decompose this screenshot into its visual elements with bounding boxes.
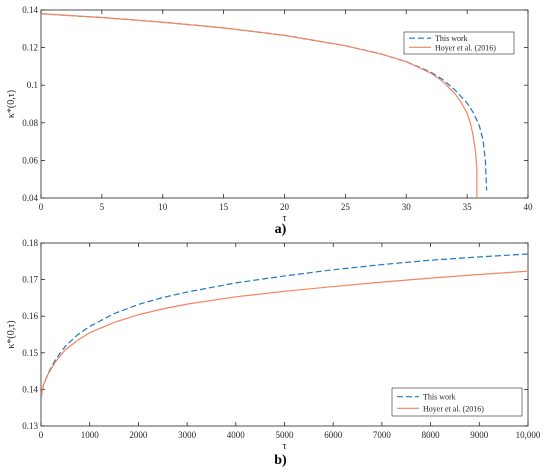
x-tick-label: 15 — [219, 202, 229, 212]
x-tick-label: 9000 — [470, 430, 489, 440]
y-tick-label: 0.14 — [22, 384, 38, 394]
y-tick-label: 0.18 — [22, 238, 38, 248]
series-line-this-work — [41, 253, 528, 399]
y-tick-label: 0.13 — [22, 421, 38, 431]
x-tick-label: 0 — [39, 202, 44, 212]
x-tick-label: 40 — [524, 202, 534, 212]
series-line-hoyer — [41, 270, 528, 397]
panel-label: a) — [275, 222, 287, 237]
panel-label: b) — [274, 453, 287, 468]
x-tick-label: 0 — [39, 430, 44, 440]
y-tick-label: 0.08 — [22, 118, 38, 128]
x-tick-label: 1000 — [81, 430, 100, 440]
x-axis-label: τ — [282, 213, 286, 224]
legend: This work Hoyer et al. (2016) — [391, 387, 523, 417]
x-tick-label: 8000 — [422, 430, 441, 440]
x-tick-label: 30 — [402, 202, 412, 212]
legend-box — [391, 387, 523, 417]
legend-box — [403, 31, 515, 55]
legend-entry: Hoyer et al. (2016) — [423, 404, 484, 413]
x-tick-label: 10 — [158, 202, 168, 212]
x-tick-label: 2000 — [129, 430, 148, 440]
y-tick-label: 0.04 — [22, 193, 38, 203]
y-tick-label: 0.14 — [22, 5, 38, 15]
x-axis-label: τ — [282, 441, 286, 452]
x-tick-label: 35 — [463, 202, 473, 212]
legend-entry: This work — [423, 393, 456, 402]
x-tick-label: 5 — [100, 202, 105, 212]
x-tick-label: 5000 — [276, 430, 295, 440]
y-tick-label: 0.06 — [22, 155, 38, 165]
x-tick-label: 4000 — [227, 430, 246, 440]
y-axis-label: κ*(0,τ) — [6, 320, 17, 348]
x-tick-label: 3000 — [178, 430, 197, 440]
panel-b: 0 1000 2000 3000 4000 5000 6000 7000 8000 9000 10,… — [6, 238, 541, 468]
y-tick-label: 0.1 — [27, 80, 38, 90]
y-tick-label: 0.16 — [22, 311, 38, 321]
x-tick-label: 6000 — [324, 430, 343, 440]
x-tick-label: 10,000 — [516, 430, 541, 440]
y-tick-label: 0.17 — [22, 275, 38, 285]
panel-a: 0 5 10 15 20 25 30 35 40 0.04 0.06 0.08 0.1 0.12 0.14 τ… — [6, 5, 533, 237]
x-tick-label: 20 — [280, 202, 290, 212]
series-line-hoyer — [41, 13, 478, 198]
y-tick-label: 0.12 — [22, 43, 38, 53]
x-tick-label: 7000 — [373, 430, 392, 440]
y-tick-label: 0.15 — [22, 348, 38, 358]
y-axis-label: κ*(0,τ) — [6, 90, 17, 118]
x-tick-label: 25 — [341, 202, 351, 212]
legend-entry: This work — [435, 34, 468, 43]
legend-entry: Hoyer et al. (2016) — [435, 43, 496, 52]
